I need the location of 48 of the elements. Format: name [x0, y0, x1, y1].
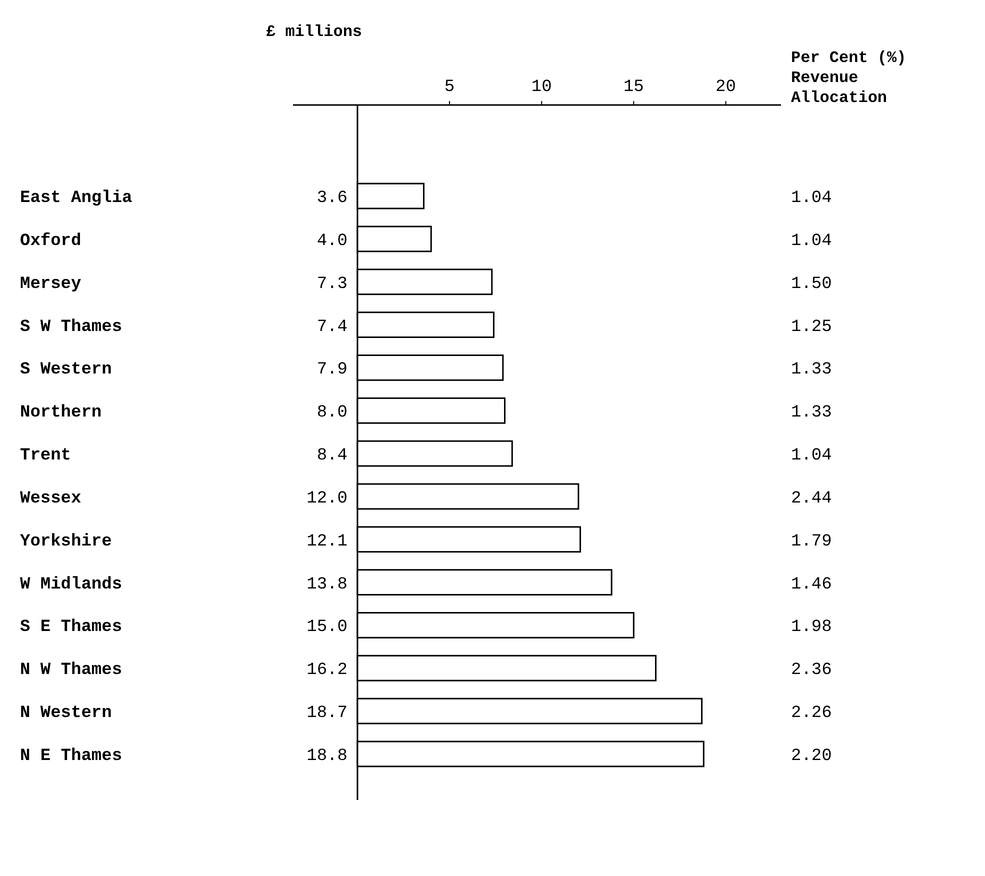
data-label: 16.2 [306, 661, 348, 680]
data-label: 18.7 [306, 704, 348, 724]
x-axis-title: £ millions [266, 23, 362, 41]
y-tick-label: Trent [20, 446, 72, 466]
data-label: 15.0 [306, 618, 348, 638]
y-tick-label: N E Thames [20, 746, 122, 766]
y-tick-label: East Anglia [20, 189, 132, 208]
text: Per Cent (%) Revenue Allocation [791, 49, 906, 107]
data-label: 13.8 [306, 575, 348, 594]
data-label: 8.0 [316, 404, 348, 423]
data-label: 4.0 [316, 232, 348, 251]
data-label: 12.1 [306, 532, 348, 552]
y-tick-label: Mersey [20, 274, 82, 294]
x2-tick-label: 5 [444, 78, 455, 97]
y-tick-label: N Western [20, 704, 112, 724]
text: 2.36 [791, 661, 832, 680]
text: 2.26 [791, 704, 832, 724]
data-label: 18.8 [306, 746, 348, 766]
data-label: 7.4 [316, 318, 348, 337]
data-label: 3.6 [316, 189, 348, 208]
text: 1.04 [791, 232, 832, 251]
text: 1.33 [791, 360, 832, 380]
text: 1.46 [791, 575, 832, 594]
y-tick-label: Oxford [20, 232, 82, 251]
text: 1.98 [791, 618, 832, 638]
data-label: 7.3 [316, 274, 348, 294]
data-label: 7.9 [316, 360, 348, 380]
y-tick-label: Northern [20, 404, 102, 423]
y-tick-label: S W Thames [20, 318, 122, 337]
text: 2.20 [791, 746, 832, 766]
text: 2.44 [791, 489, 832, 508]
text: 1.79 [791, 532, 832, 552]
text: 1.04 [791, 189, 832, 208]
y-tick-label: Wessex [20, 489, 82, 508]
data-label: 12.0 [306, 489, 348, 508]
y-tick-label: N W Thames [20, 661, 122, 680]
y-tick-label: Yorkshire [20, 532, 112, 552]
x2-tick-label: 10 [531, 78, 552, 97]
y-tick-label: W Midlands [20, 575, 122, 594]
text: 1.25 [791, 318, 832, 337]
data-label: 8.4 [316, 446, 348, 466]
text: 1.33 [791, 404, 832, 423]
y-tick-label: S Western [20, 360, 112, 380]
x2-tick-label: 20 [716, 78, 736, 97]
text: 1.04 [791, 446, 832, 466]
y-tick-label: S E Thames [20, 618, 122, 638]
text: 1.50 [791, 274, 832, 294]
x2-tick-label: 15 [623, 78, 644, 97]
